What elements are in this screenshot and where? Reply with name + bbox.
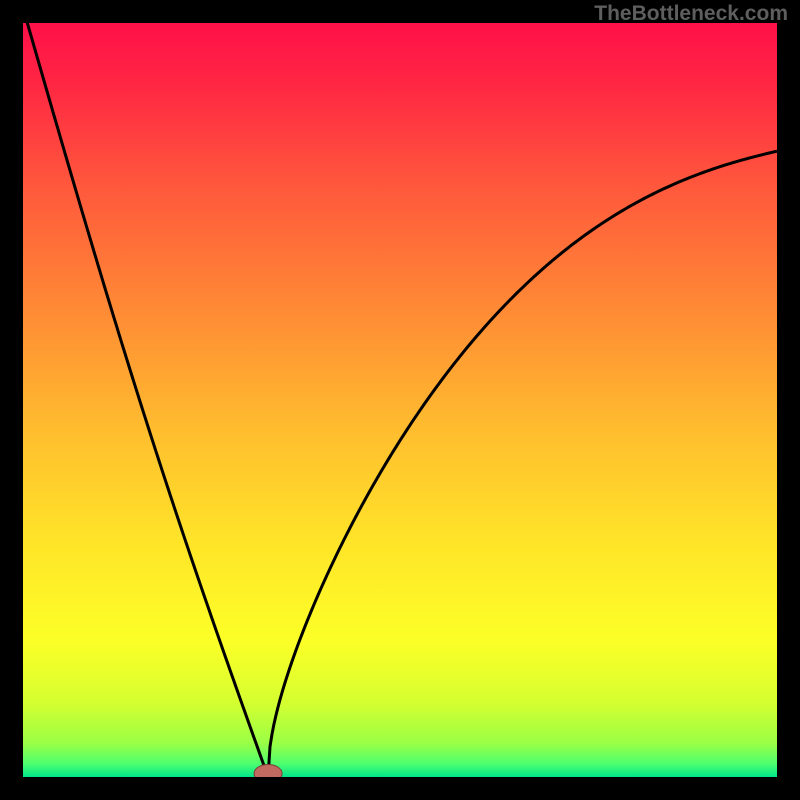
watermark-text: TheBottleneck.com: [594, 2, 788, 26]
bottleneck-chart: [0, 0, 800, 800]
chart-container: TheBottleneck.com: [0, 0, 800, 800]
